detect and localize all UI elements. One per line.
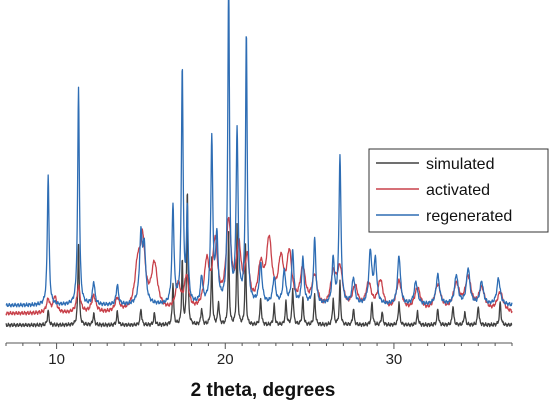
x-tick-label: 20 <box>217 351 234 368</box>
series-layer <box>5 0 513 328</box>
x-axis-title: 2 theta, degrees <box>191 380 336 401</box>
legend-box <box>368 148 549 233</box>
x-tick-label: 30 <box>386 351 403 368</box>
series-line-regenerated <box>5 0 513 308</box>
x-tick-label: 10 <box>48 351 65 368</box>
legend-label-regenerated: regenerated <box>426 208 512 225</box>
legend-label-simulated: simulated <box>426 156 494 173</box>
x-ticks: 10 20 30 <box>5 343 513 368</box>
legend: simulated activated regenerated <box>368 148 549 233</box>
legend-label-activated: activated <box>426 182 490 199</box>
series-line-simulated <box>5 193 513 328</box>
legend-entries: simulated activated regenerated <box>376 156 512 225</box>
